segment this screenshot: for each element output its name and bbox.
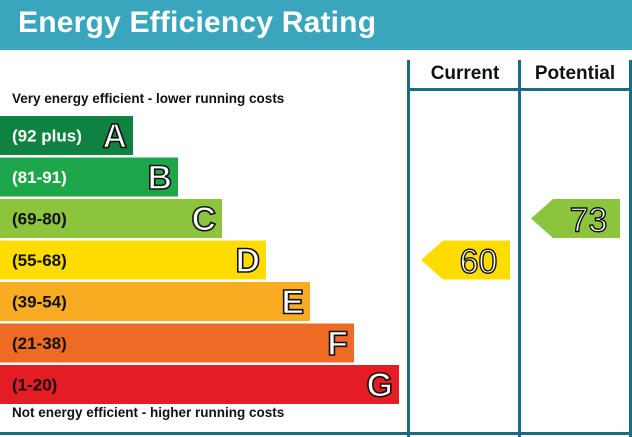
header-divider <box>407 88 632 91</box>
band-e-range: (39-54) <box>12 293 67 312</box>
band-d-bar <box>0 240 266 280</box>
band-f-bar <box>0 323 354 363</box>
grid-line-left <box>407 60 410 437</box>
band-b-letter: B <box>147 159 172 197</box>
bottom-divider <box>0 432 632 435</box>
band-b-range: (81-91) <box>12 168 67 187</box>
potential-column-header: Potential <box>534 63 616 84</box>
band-f-letter: F <box>327 325 348 363</box>
potential-rating-value: 73 <box>570 202 608 240</box>
chart-title: Energy Efficiency Rating <box>18 6 377 39</box>
current-rating-arrow <box>421 240 510 280</box>
band-c-letter: C <box>191 201 216 239</box>
band-g-bar <box>0 365 399 404</box>
band-c-bar <box>0 199 222 238</box>
current-column-header: Current <box>430 63 500 84</box>
potential-rating-arrow <box>531 199 620 238</box>
grid-line-right <box>629 60 632 437</box>
band-e-letter: E <box>281 284 304 322</box>
current-rating-value: 60 <box>460 243 498 281</box>
band-d-letter: D <box>235 242 260 280</box>
band-d-range: (55-68) <box>12 251 67 270</box>
band-a-range: (92 plus) <box>12 127 82 146</box>
bottom-note: Not energy efficient - higher running co… <box>12 405 285 420</box>
header-bar: Energy Efficiency Rating <box>0 0 632 50</box>
band-g-letter: G <box>367 367 393 405</box>
band-g-range: (1-20) <box>12 376 57 395</box>
band-f-range: (21-38) <box>12 334 67 353</box>
band-a-letter: A <box>102 118 127 156</box>
grid-line-middle <box>518 60 521 437</box>
band-a-bar <box>0 116 133 155</box>
band-b-bar <box>0 157 178 197</box>
band-e-bar <box>0 282 310 321</box>
top-note: Very energy efficient - lower running co… <box>12 91 285 106</box>
band-c-range: (69-80) <box>12 210 67 229</box>
